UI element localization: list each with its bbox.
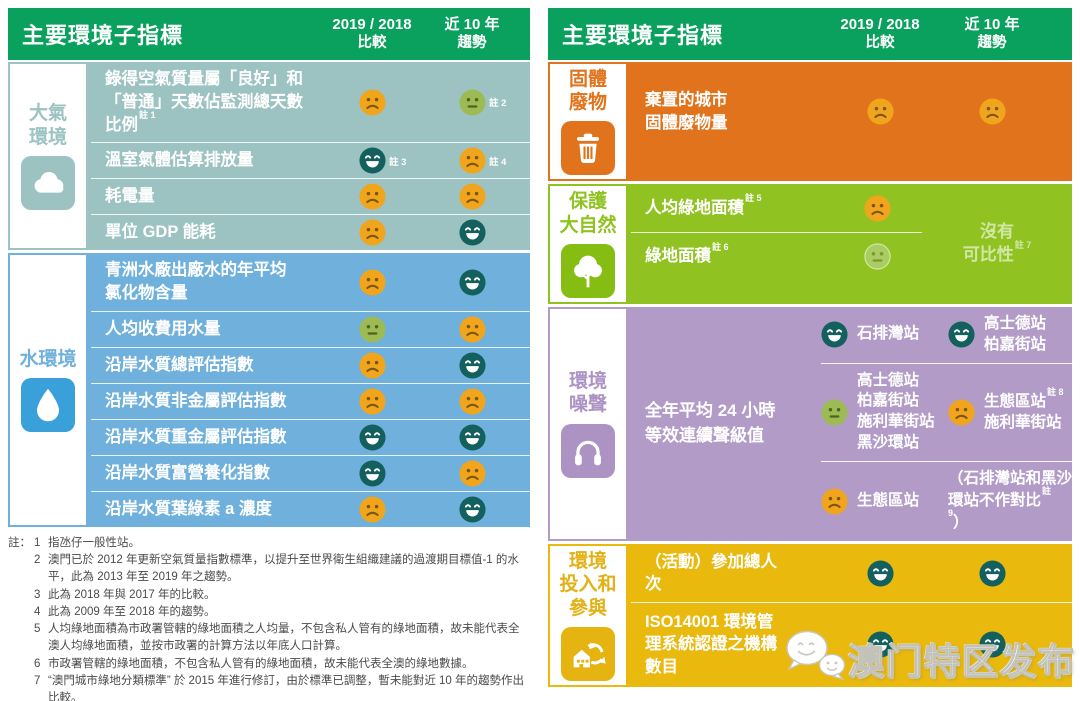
status-face-icon <box>358 496 386 523</box>
status-face-icon <box>458 496 486 523</box>
table-row: 單位 GDP 能耗 <box>91 214 530 250</box>
page-title: 主要環境子指標 <box>562 23 724 48</box>
footnote: 7 “澳門城市綠地分類標準” 於 2015 年進行修訂，由於標準已調整，暫未能對近… <box>34 674 525 701</box>
status-face-icon <box>866 631 894 658</box>
footnote: 2 澳門已於 2012 年更新空氣質量指數標準，以提升至世界衛生組織建議的過渡期目… <box>34 554 519 584</box>
table-row: 沿岸水質重金屬評估指數 <box>91 418 530 455</box>
category-participation: 環境 投入和 參與 <box>548 544 628 687</box>
footnote: 6 市政署管轄的綠地面積，不包含私人管有的綠地面積，故未能代表全澳的綠地數據。 <box>34 657 474 670</box>
left-panel: 主要環境子指標 2019 / 2018 比較 近 10 年 趨勢 大氣 環境 錄… <box>8 8 530 701</box>
status-face-icon <box>458 89 486 116</box>
table-row: 棄置的城市 固體廢物量 <box>631 62 1072 161</box>
table-row: 沿岸水質非金屬評估指數 <box>91 382 530 419</box>
category-nature: 保護 大自然 <box>548 184 628 304</box>
status-face-icon <box>978 631 1006 658</box>
water-rows: 青洲水廠出廠水的年平均 氯化物含量 人均收費用水量 沿岸水質總評估指數 沿岸水質… <box>91 253 530 527</box>
table-row: 耗電量 <box>91 178 530 214</box>
footnote: 3 此為 2018 年與 2017 年的比較。 <box>34 588 216 601</box>
nature-trend-note: 沒有 可比性註 7 <box>962 222 1032 265</box>
status-face-icon <box>948 399 975 426</box>
table-row: 溫室氣體估算排放量 註 3 註 4 <box>91 142 530 178</box>
status-face-icon <box>863 243 891 271</box>
status-face-icon <box>358 460 386 487</box>
left-table-header: 主要環境子指標 2019 / 2018 比較 近 10 年 趨勢 <box>8 8 530 60</box>
status-face-icon <box>821 399 848 426</box>
section-solid-waste: 固體 廢物 棄置的城市 固體廢物量 <box>548 62 1072 182</box>
noise-subrow: 生態區站 （石排灣站和黑沙 環站不作對比註 9） <box>821 461 1072 541</box>
column-header-trend: 近 10 年 趨勢 <box>444 15 500 52</box>
atmosphere-rows: 錄得空氣質量屬「良好」和 「普通」天數佔監測總天數 比例註 1 註 2 溫室氣體… <box>91 62 530 250</box>
table-row: （活動）參加總人 次 <box>631 544 1072 602</box>
column-header-compare: 2019 / 2018 比較 <box>840 15 920 52</box>
footnote: 1 指氹仔一般性站。 <box>34 536 140 549</box>
status-face-icon <box>358 89 386 116</box>
headphones-icon <box>561 423 615 478</box>
status-face-icon <box>821 321 848 348</box>
right-panel: 主要環境子指標 2019 / 2018 比較 近 10 年 趨勢 固體 廢物 棄… <box>548 8 1072 701</box>
section-water: 水環境 青洲水廠出廠水的年平均 氯化物含量 人均收費用水量 沿岸水質總評估指 <box>8 253 530 527</box>
status-face-icon <box>458 316 486 343</box>
category-water: 水環境 <box>8 253 88 527</box>
table-row: 沿岸水質總評估指數 <box>91 346 530 383</box>
table-row: 沿岸水質富營養化指數 <box>91 454 530 491</box>
table-row: 錄得空氣質量屬「良好」和 「普通」天數佔監測總天數 比例註 1 註 2 <box>105 70 507 134</box>
table-row: 人均綠地面積註 5 <box>631 184 922 232</box>
recycle-house-icon <box>561 626 615 681</box>
status-face-icon <box>458 460 486 487</box>
status-face-icon <box>458 219 486 246</box>
status-face-icon <box>458 147 486 174</box>
status-face-icon <box>358 424 386 451</box>
status-face-icon <box>358 147 386 174</box>
status-face-icon <box>978 98 1006 125</box>
page-title: 主要環境子指標 <box>22 23 184 48</box>
table-row: 人均收費用水量 <box>91 310 530 347</box>
status-face-icon <box>358 183 386 210</box>
section-noise: 環境 噪聲 全年平均 24 小時 等效連續聲級值 石排灣站 高士 <box>548 306 1072 542</box>
status-face-icon <box>358 269 386 296</box>
status-face-icon <box>866 560 894 587</box>
footnotes: 註： 1 指氹仔一般性站。 2 澳門已於 2012 年更新空氣質量指數標準，以提升至… <box>8 535 530 701</box>
status-face-icon <box>358 219 386 246</box>
status-face-icon <box>358 388 386 415</box>
column-header-compare: 2019 / 2018 比較 <box>332 15 412 52</box>
column-header-trend: 近 10 年 趨勢 <box>964 15 1020 52</box>
status-face-icon <box>458 269 486 296</box>
noise-subrow: 高士德站 柏嘉街站 施利華街站 黑沙環站 生態區站註 8 施利華街站 <box>821 362 1072 462</box>
tree-icon <box>561 243 615 298</box>
footnote: 4 此為 2009 年至 2018 年的趨勢。 <box>34 605 216 618</box>
status-face-icon <box>948 321 975 348</box>
wechat-logo-icon <box>784 628 846 685</box>
table-row: 青洲水廠出廠水的年平均 氯化物含量 <box>91 253 530 311</box>
droplet-icon <box>21 378 75 433</box>
status-face-icon <box>458 183 486 210</box>
publisher-watermark: 澳门特区发布 <box>784 628 1076 685</box>
right-table-header: 主要環境子指標 2019 / 2018 比較 近 10 年 趨勢 <box>548 8 1072 60</box>
table-row: 綠地面積註 6 <box>631 232 922 280</box>
noise-row-label: 全年平均 24 小時 等效連續聲級值 <box>645 401 776 445</box>
trash-icon <box>561 121 615 176</box>
table-row: 沿岸水質葉綠素 a 濃度 <box>91 490 530 527</box>
status-face-icon <box>866 98 894 125</box>
noise-subrow: 石排灣站 高士德站 柏嘉街站 <box>821 307 1072 363</box>
status-face-icon <box>978 560 1006 587</box>
status-face-icon <box>821 488 848 515</box>
status-face-icon <box>458 352 486 379</box>
status-face-icon <box>358 352 386 379</box>
table-row: ISO14001 環境管 理系統認證之機構 數目 <box>631 602 1072 686</box>
status-face-icon <box>863 195 891 222</box>
footnote: 5 人均綠地面積為市政署管轄的綠地面積之人均量，不包含私人管有的綠地面積，故未能代… <box>34 623 520 653</box>
category-noise: 環境 噪聲 <box>548 306 628 542</box>
section-nature: 保護 大自然 人均綠地面積註 5 綠地面積註 6 沒 <box>548 184 1072 304</box>
noise-no-comparison-note: （石排灣站和黑沙 環站不作對比註 9） <box>948 470 1073 532</box>
footnotes-prefix: 註： <box>8 536 31 549</box>
cloud-icon <box>21 155 75 210</box>
status-face-icon <box>458 388 486 415</box>
status-face-icon <box>458 424 486 451</box>
status-face-icon <box>358 316 386 343</box>
category-solid-waste: 固體 廢物 <box>548 62 628 182</box>
category-atmosphere: 大氣 環境 <box>8 62 88 251</box>
publisher-name: 澳门特区发布 <box>847 640 1076 682</box>
section-atmosphere: 大氣 環境 錄得空氣質量屬「良好」和 「普通」天數佔監測總天數 比例註 1 註 … <box>8 62 530 251</box>
